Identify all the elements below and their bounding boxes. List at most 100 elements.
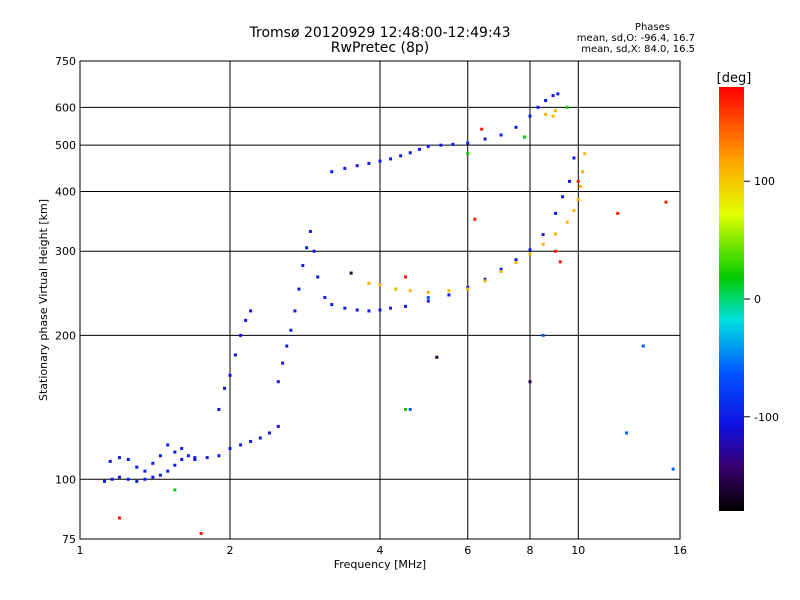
x-tick-label: 4 xyxy=(377,544,384,557)
data-point xyxy=(312,249,316,253)
data-point xyxy=(276,380,280,384)
data-point xyxy=(558,260,562,264)
data-point xyxy=(355,308,359,312)
data-point xyxy=(399,154,403,158)
x-tick-label: 1 xyxy=(77,544,84,557)
data-point xyxy=(143,469,147,473)
data-point xyxy=(239,443,243,447)
data-point xyxy=(483,137,487,141)
colorbar-tick-label: 0 xyxy=(754,293,761,306)
data-point xyxy=(561,195,565,199)
data-point xyxy=(523,135,527,139)
data-point xyxy=(576,179,580,183)
data-point xyxy=(536,105,540,109)
data-point xyxy=(297,287,301,291)
colorbar-label: [deg] xyxy=(717,71,752,86)
data-point xyxy=(135,465,139,469)
data-point xyxy=(514,258,518,262)
data-point xyxy=(583,152,587,156)
plot-frame xyxy=(79,60,681,540)
data-point xyxy=(126,457,130,461)
data-point xyxy=(403,304,407,308)
data-point xyxy=(305,246,309,250)
y-tick-label: 75 xyxy=(62,533,76,546)
data-point xyxy=(514,125,518,129)
data-point xyxy=(186,454,190,458)
data-point xyxy=(166,469,170,473)
phase-stats-heading: Phases xyxy=(634,22,670,33)
phase-stats-o: mean, sd,O: -96.4, 16.7 xyxy=(576,33,695,44)
data-point xyxy=(565,220,569,224)
data-point xyxy=(544,99,548,103)
data-point xyxy=(581,170,585,174)
data-point xyxy=(553,109,557,113)
y-tick-label: 100 xyxy=(55,473,76,486)
data-point xyxy=(528,252,532,256)
data-point xyxy=(367,281,371,285)
data-point xyxy=(233,353,237,357)
chart-subtitle: RwPretec (8p) xyxy=(330,40,430,56)
data-point xyxy=(528,114,532,118)
data-point xyxy=(417,147,421,151)
data-point xyxy=(343,306,347,310)
data-point xyxy=(285,344,289,348)
x-tick-label: 6 xyxy=(464,544,471,557)
colorbar-ticks: 100 0 -100 xyxy=(744,175,779,424)
data-point xyxy=(426,299,430,303)
x-tick-label: 8 xyxy=(527,544,534,557)
data-point xyxy=(641,344,645,348)
data-point xyxy=(117,475,121,479)
data-point xyxy=(281,361,285,365)
x-tick-label: 2 xyxy=(227,544,234,557)
data-point xyxy=(199,532,203,536)
data-point xyxy=(249,309,253,313)
y-tick-label: 600 xyxy=(55,101,76,114)
data-points xyxy=(103,92,675,536)
data-point xyxy=(217,454,221,458)
x-tick-label: 16 xyxy=(673,544,687,557)
grid-lines xyxy=(80,61,680,539)
data-point xyxy=(158,473,162,477)
data-point xyxy=(173,463,177,467)
data-point xyxy=(528,248,532,252)
data-point xyxy=(151,461,155,465)
data-point xyxy=(378,283,382,287)
data-point xyxy=(258,436,262,440)
data-point xyxy=(276,424,280,428)
data-point xyxy=(103,479,107,483)
data-point xyxy=(330,170,334,174)
data-point xyxy=(389,306,393,310)
data-point xyxy=(408,289,412,293)
data-point xyxy=(330,303,334,307)
data-point xyxy=(541,233,545,237)
data-point xyxy=(483,277,487,281)
data-point xyxy=(126,477,130,481)
colorbar-tick-label: 100 xyxy=(754,175,775,188)
data-point xyxy=(249,439,253,443)
data-point xyxy=(447,293,451,297)
x-tick-label: 10 xyxy=(571,544,585,557)
data-point xyxy=(173,450,177,454)
data-point xyxy=(499,270,503,274)
phase-stats-x: mean, sd,X: 84.0, 16.5 xyxy=(581,44,695,55)
data-point xyxy=(403,275,407,279)
data-point xyxy=(426,296,430,300)
data-point xyxy=(193,457,197,461)
data-point xyxy=(426,144,430,148)
y-tick-label: 400 xyxy=(55,185,76,198)
data-point xyxy=(473,217,477,221)
data-point xyxy=(541,242,545,246)
y-tick-label: 300 xyxy=(55,245,76,258)
data-point xyxy=(228,446,232,450)
data-point xyxy=(323,296,327,300)
data-point xyxy=(239,333,243,337)
data-point xyxy=(447,289,451,293)
y-tick-label: 200 xyxy=(55,329,76,342)
data-point xyxy=(378,308,382,312)
data-point xyxy=(541,333,545,337)
y-axis-label: Stationary phase Virtual Height [km] xyxy=(37,199,50,401)
data-point xyxy=(135,479,139,483)
data-point xyxy=(551,114,555,118)
data-point xyxy=(572,209,576,213)
colorbar-tick-label: -100 xyxy=(754,411,779,424)
